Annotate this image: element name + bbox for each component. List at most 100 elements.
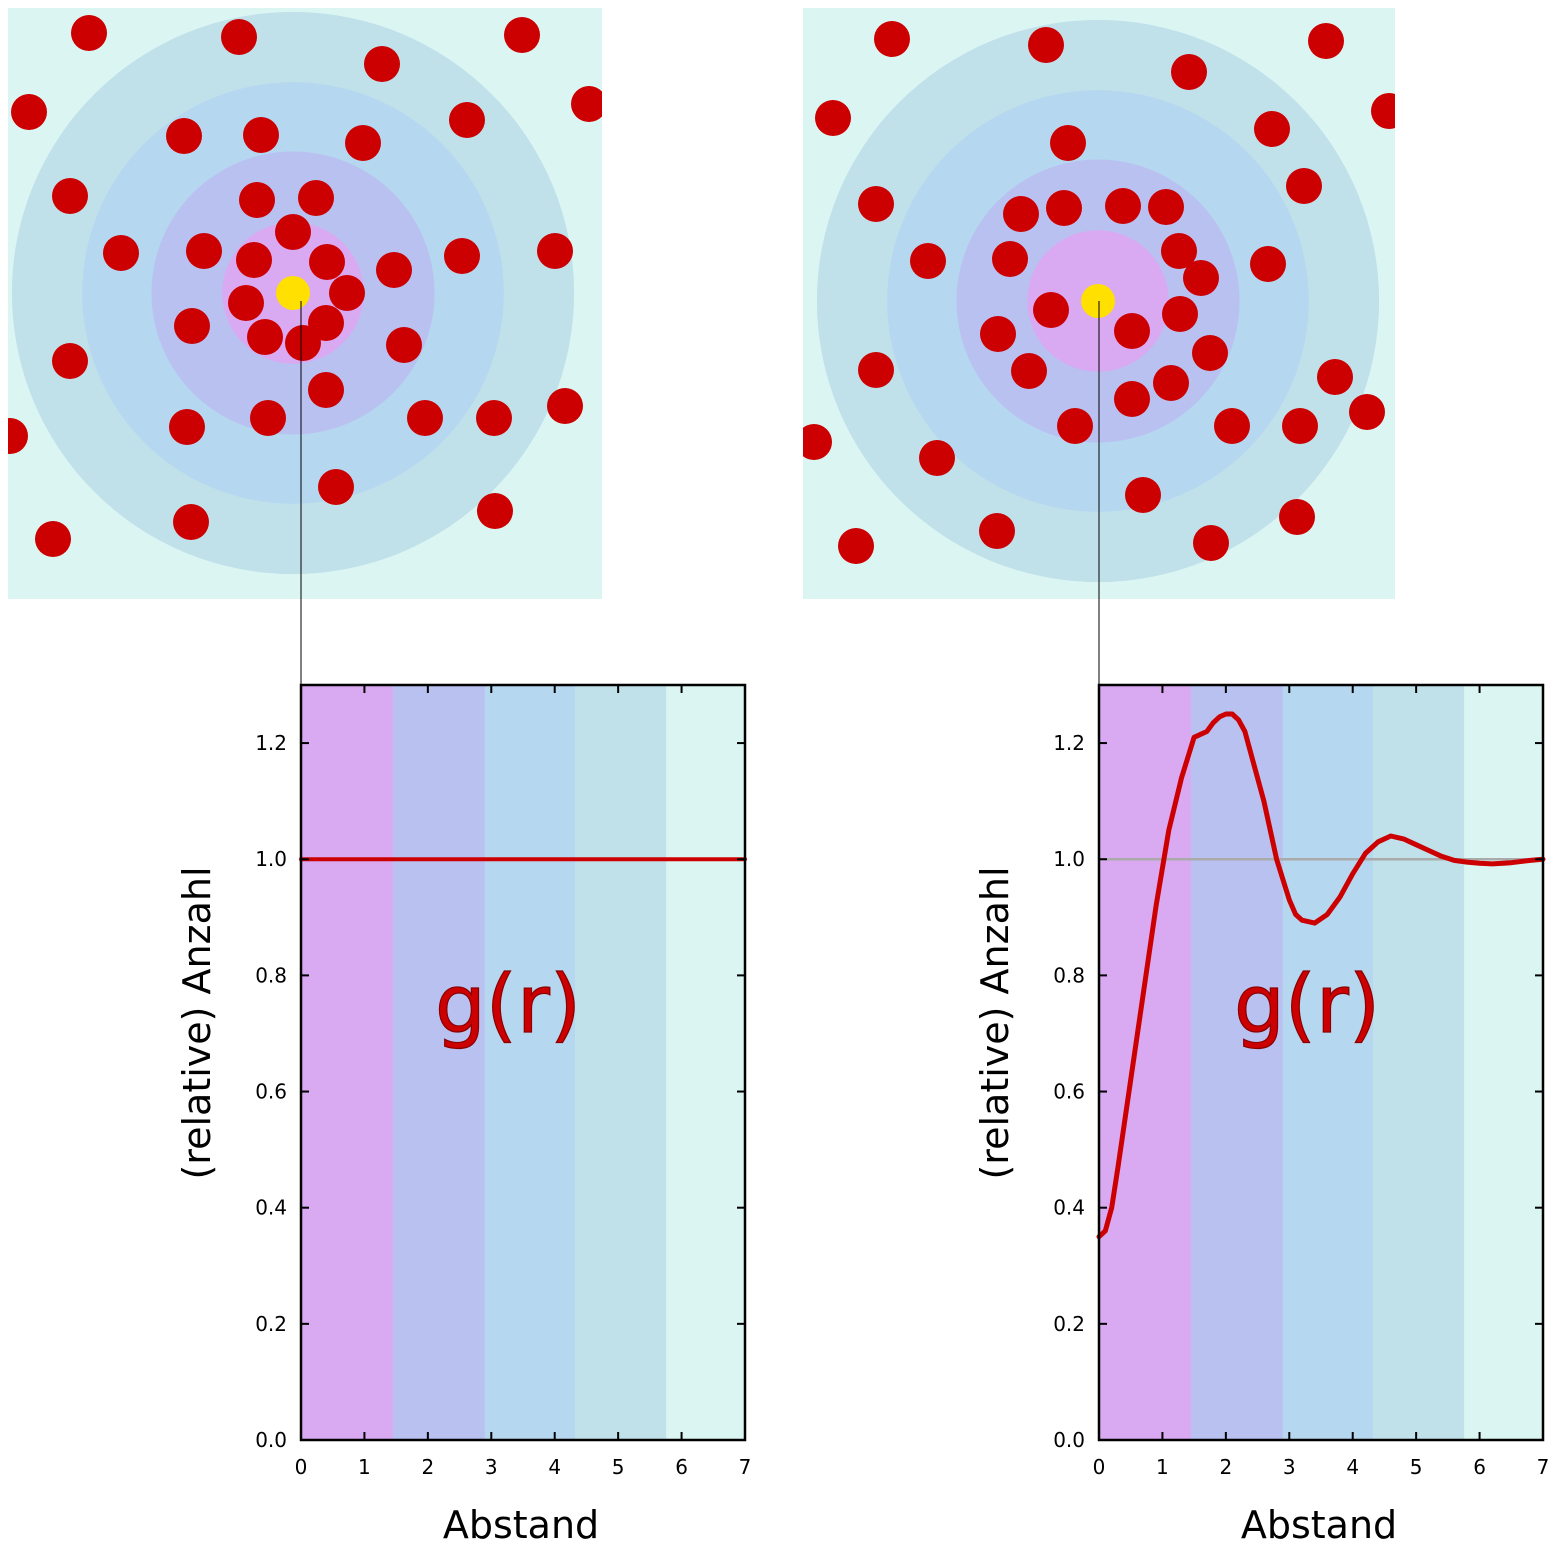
reference-particle: [276, 276, 310, 310]
particle: [236, 242, 272, 278]
particle: [345, 125, 381, 161]
x-tick-label: 3: [485, 1455, 498, 1479]
particle: [71, 15, 107, 51]
x-tick-label: 6: [1473, 1455, 1486, 1479]
y-tick-label: 1.0: [255, 847, 287, 871]
particle: [1183, 260, 1219, 296]
x-tick-label: 7: [1537, 1455, 1550, 1479]
particle: [329, 275, 365, 311]
distance-band: [301, 685, 393, 1440]
particle: [309, 244, 345, 280]
particle: [1046, 190, 1082, 226]
y-tick-label: 0.6: [1053, 1080, 1085, 1104]
x-axis-title: Abstand: [1241, 1503, 1397, 1547]
particle: [1003, 196, 1039, 232]
x-tick-label: 4: [548, 1455, 561, 1479]
y-tick-label: 1.2: [1053, 731, 1085, 755]
particle: [1105, 188, 1141, 224]
particle: [247, 319, 283, 355]
particle-panel-left: [8, 8, 602, 599]
particle: [1114, 381, 1150, 417]
particle: [52, 343, 88, 379]
distance-band: [666, 685, 745, 1440]
particle: [537, 233, 573, 269]
particle: [1349, 394, 1385, 430]
particle: [858, 186, 894, 222]
particle: [8, 418, 28, 454]
particle: [874, 21, 910, 57]
x-tick-label: 7: [739, 1455, 752, 1479]
particle: [449, 102, 485, 138]
particle: [815, 100, 851, 136]
particle: [407, 400, 443, 436]
particle: [1250, 246, 1286, 282]
particle: [298, 180, 334, 216]
particle-panel-right: [803, 8, 1395, 599]
particle: [173, 504, 209, 540]
particle: [186, 233, 222, 269]
y-tick-label: 0.2: [255, 1312, 287, 1336]
chart-right: g(r) 0 1 2 3 4 5 6 7 0.0 0.2 0.4 0.6 0.8 1.0 1.2 Absta…: [973, 683, 1550, 1547]
particle: [910, 243, 946, 279]
particle: [11, 94, 47, 130]
particle: [979, 513, 1015, 549]
distance-band: [392, 685, 485, 1440]
x-tick-label: 5: [612, 1455, 625, 1479]
particle: [1286, 168, 1322, 204]
x-tick-label: 1: [358, 1455, 371, 1479]
particle: [239, 182, 275, 218]
particle: [169, 409, 205, 445]
gr-label: g(r): [435, 958, 581, 1051]
particle: [275, 214, 311, 250]
particle: [1279, 499, 1315, 535]
particle: [477, 493, 513, 529]
particle: [1161, 233, 1197, 269]
particle: [228, 285, 264, 321]
particle: [1308, 23, 1344, 59]
y-tick-label: 0.4: [255, 1196, 287, 1220]
gr-label: g(r): [1234, 958, 1380, 1051]
chart-left: g(r) 0 1 2 3 4 5 6 7 0.0 0.2 0.4 0.6 0.8 1.0 1.2 Absta…: [175, 683, 752, 1547]
particle: [1033, 292, 1069, 328]
particle: [318, 469, 354, 505]
particle: [1162, 296, 1198, 332]
particle: [364, 46, 400, 82]
particle: [285, 325, 321, 361]
y-axis-title: (relative) Anzahl: [175, 866, 219, 1179]
particle: [1371, 93, 1395, 129]
particle: [35, 521, 71, 557]
x-tick-label: 2: [421, 1455, 434, 1479]
particle: [1282, 408, 1318, 444]
x-tick-label: 5: [1410, 1455, 1423, 1479]
particle: [221, 19, 257, 55]
particle: [444, 238, 480, 274]
y-tick-label: 0.2: [1053, 1312, 1085, 1336]
particle: [1148, 189, 1184, 225]
particle: [1057, 408, 1093, 444]
particle: [547, 388, 583, 424]
distance-band: [1190, 685, 1283, 1440]
particle: [1192, 335, 1228, 371]
particle: [838, 528, 874, 564]
y-tick-label: 0.0: [255, 1428, 287, 1452]
y-tick-label: 0.0: [1053, 1428, 1085, 1452]
plot-frame: [299, 683, 747, 1442]
particle: [1028, 27, 1064, 63]
particle: [919, 440, 955, 476]
distance-band: [484, 685, 576, 1440]
particle: [1125, 477, 1161, 513]
plot-frame: [1097, 683, 1545, 1442]
particle: [376, 252, 412, 288]
series-line: [1096, 711, 1546, 1240]
y-tick-label: 0.4: [1053, 1196, 1085, 1220]
y-tick-label: 0.8: [255, 963, 287, 987]
particle: [308, 372, 344, 408]
particle: [504, 17, 540, 53]
particle: [803, 424, 832, 460]
particle: [1153, 365, 1189, 401]
particle: [858, 352, 894, 388]
x-tick-label: 4: [1346, 1455, 1359, 1479]
x-tick-label: 1: [1156, 1455, 1169, 1479]
y-tick-label: 0.8: [1053, 963, 1085, 987]
